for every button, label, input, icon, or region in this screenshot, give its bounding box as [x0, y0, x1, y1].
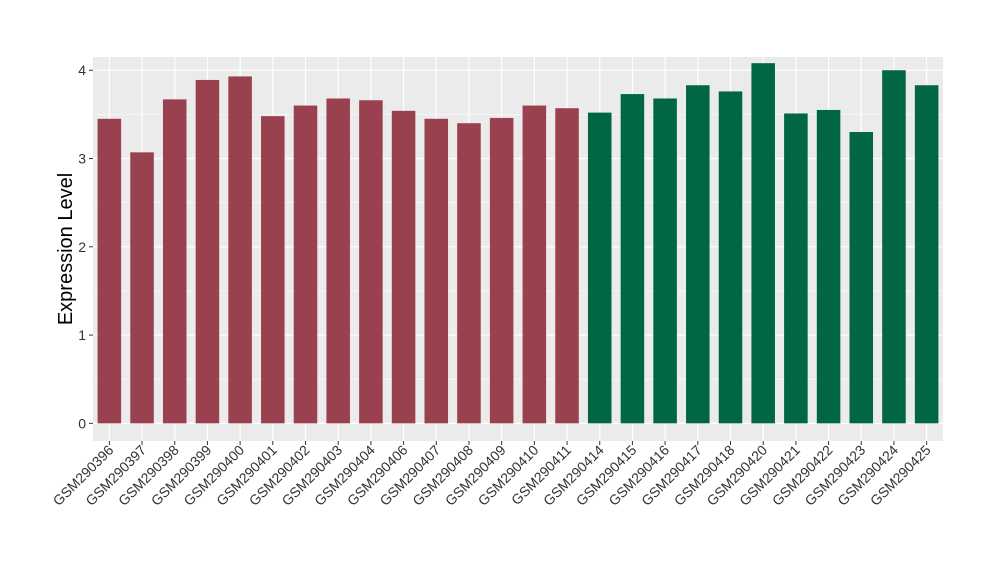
- bar-GSM290423: [849, 132, 874, 424]
- bar-GSM290415: [620, 94, 645, 424]
- y-tick-label: 3: [78, 151, 86, 167]
- bar-GSM290410: [522, 105, 547, 424]
- y-axis: 0 1 2 3 4: [78, 62, 93, 431]
- bar-GSM290409: [489, 117, 514, 424]
- y-tick-label: 2: [78, 239, 86, 255]
- bar-GSM290401: [261, 116, 285, 424]
- bar-GSM290420: [751, 63, 775, 424]
- bar-GSM290396: [97, 118, 122, 424]
- y-tick-label: 4: [78, 62, 86, 78]
- y-tick-label: 1: [78, 327, 86, 343]
- bar-GSM290403: [326, 98, 350, 424]
- bar-GSM290425: [914, 85, 939, 424]
- y-tick-label: 0: [78, 415, 86, 431]
- y-axis-label: Expression Level: [55, 173, 77, 325]
- bar-GSM290422: [816, 109, 841, 424]
- bar-GSM290407: [424, 118, 449, 424]
- bar-GSM290398: [162, 99, 187, 424]
- bar-GSM290397: [130, 152, 154, 424]
- bar-GSM290402: [293, 105, 318, 424]
- bar-GSM290418: [718, 91, 743, 424]
- bar-GSM290417: [686, 85, 710, 424]
- bar-GSM290411: [555, 108, 579, 424]
- bar-GSM290399: [195, 79, 220, 424]
- bar-GSM290421: [784, 113, 808, 424]
- bar-GSM290408: [457, 123, 481, 424]
- bar-GSM290416: [653, 98, 677, 424]
- bar-GSM290400: [228, 76, 252, 424]
- x-axis: GSM290396GSM290397GSM290398GSM290399GSM2…: [50, 441, 934, 509]
- bar-GSM290414: [587, 112, 612, 424]
- bar-GSM290424: [882, 70, 906, 424]
- bars: [97, 63, 939, 424]
- bar-GSM290404: [359, 100, 383, 424]
- bar-GSM290406: [391, 110, 416, 424]
